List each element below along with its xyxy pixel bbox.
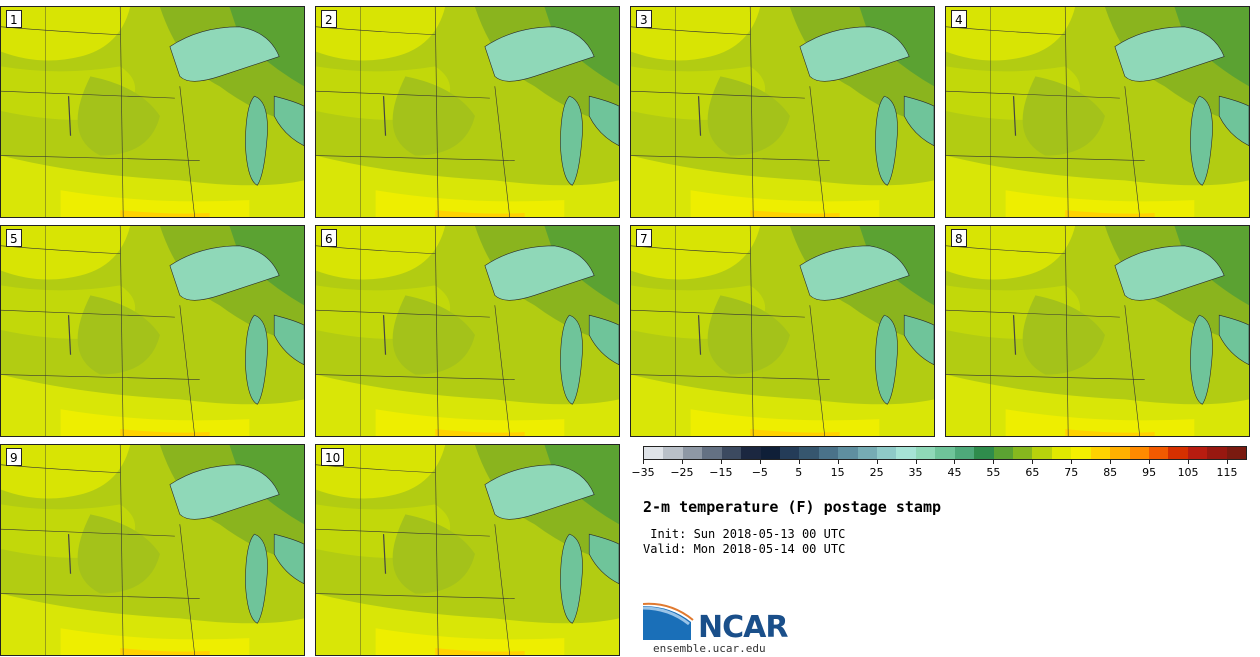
member-number-label: 6 bbox=[321, 229, 337, 247]
colorbar-segment bbox=[644, 447, 664, 459]
ncar-logo-icon bbox=[643, 602, 694, 640]
colorbar-tick bbox=[954, 460, 956, 464]
colorbar-segment bbox=[1207, 447, 1227, 459]
colorbar-tick-label: 95 bbox=[1142, 466, 1157, 479]
ensemble-member-panel: 3 bbox=[630, 6, 935, 218]
member-number-label: 10 bbox=[321, 448, 345, 466]
colorbar-tick bbox=[643, 460, 644, 464]
colorbar-segment bbox=[838, 447, 858, 459]
ensemble-member-panel: 6 bbox=[315, 225, 620, 437]
valid-time: Valid: Mon 2018-05-14 00 UTC bbox=[643, 542, 846, 556]
colorbar-segment bbox=[1051, 447, 1072, 459]
colorbar-tick bbox=[1071, 460, 1073, 464]
colorbar-segment bbox=[857, 447, 878, 459]
site-url: ensemble.ucar.edu bbox=[653, 642, 766, 655]
colorbar-segment bbox=[993, 447, 1014, 459]
colorbar-segment bbox=[1071, 447, 1091, 459]
ensemble-member-panel: 2 bbox=[315, 6, 620, 218]
chart-title: 2-m temperature (F) postage stamp bbox=[643, 498, 942, 516]
colorbar-segment bbox=[721, 447, 742, 459]
member-number-label: 1 bbox=[6, 10, 22, 28]
colorbar-tick-label: 105 bbox=[1177, 466, 1199, 479]
ensemble-member-panel: 10 bbox=[315, 444, 620, 656]
ensemble-member-panel: 7 bbox=[630, 225, 935, 437]
colorbar-tick bbox=[1032, 460, 1034, 464]
colorbar-segment bbox=[779, 447, 800, 459]
colorbar-segment bbox=[1129, 447, 1149, 459]
member-number-label: 8 bbox=[951, 229, 967, 247]
colorbar-segment bbox=[799, 447, 819, 459]
colorbar-segment bbox=[1032, 447, 1052, 459]
colorbar-tick-label: 45 bbox=[947, 466, 962, 479]
colorbar-tick bbox=[1227, 460, 1228, 464]
colorbar-tick bbox=[915, 460, 917, 464]
colorbar-segment bbox=[915, 447, 936, 459]
colorbar-segment bbox=[663, 447, 683, 459]
colorbar-tick-label: 85 bbox=[1103, 466, 1118, 479]
member-number-label: 7 bbox=[636, 229, 652, 247]
colorbar-segment bbox=[818, 447, 839, 459]
temperature-colorbar bbox=[643, 446, 1247, 460]
colorbar-tick-label: 25 bbox=[869, 466, 884, 479]
colorbar-tick-label: −5 bbox=[751, 466, 768, 479]
member-number-label: 9 bbox=[6, 448, 22, 466]
colorbar-segment bbox=[1187, 447, 1208, 459]
init-time: Init: Sun 2018-05-13 00 UTC bbox=[643, 527, 846, 541]
colorbar-tick bbox=[681, 460, 683, 464]
colorbar-segment bbox=[1226, 447, 1247, 459]
colorbar-tick bbox=[1188, 460, 1190, 464]
member-number-label: 3 bbox=[636, 10, 652, 28]
colorbar-tick-label: 35 bbox=[908, 466, 923, 479]
colorbar-tick bbox=[837, 460, 839, 464]
colorbar-tick bbox=[798, 460, 800, 464]
colorbar-tick-label: 115 bbox=[1216, 466, 1238, 479]
colorbar-tick-label: −25 bbox=[670, 466, 694, 479]
colorbar-tick-label: 55 bbox=[986, 466, 1001, 479]
colorbar-segment bbox=[1148, 447, 1169, 459]
colorbar-segment bbox=[935, 447, 955, 459]
colorbar-segment bbox=[954, 447, 975, 459]
colorbar-tick bbox=[720, 460, 722, 464]
colorbar-tick-label: 5 bbox=[795, 466, 803, 479]
colorbar-segment bbox=[682, 447, 703, 459]
colorbar-tick-label: −35 bbox=[631, 466, 655, 479]
colorbar-segment bbox=[760, 447, 780, 459]
member-number-label: 5 bbox=[6, 229, 22, 247]
colorbar-segment bbox=[877, 447, 897, 459]
colorbar-tick bbox=[993, 460, 995, 464]
colorbar-tick-label: 65 bbox=[1025, 466, 1040, 479]
member-number-label: 4 bbox=[951, 10, 967, 28]
colorbar-tick bbox=[1149, 460, 1151, 464]
logo-wordmark: NCAR bbox=[698, 610, 788, 645]
member-number-label: 2 bbox=[321, 10, 337, 28]
colorbar-tick-label: 75 bbox=[1064, 466, 1079, 479]
ensemble-member-panel: 8 bbox=[945, 225, 1250, 437]
colorbar-segment bbox=[1168, 447, 1188, 459]
ensemble-member-panel: 1 bbox=[0, 6, 305, 218]
colorbar-segment bbox=[1013, 447, 1033, 459]
ensemble-member-panel: 9 bbox=[0, 444, 305, 656]
colorbar-segment bbox=[702, 447, 722, 459]
ensemble-member-panel: 5 bbox=[0, 225, 305, 437]
ensemble-member-panel: 4 bbox=[945, 6, 1250, 218]
colorbar-tick-label: −15 bbox=[709, 466, 733, 479]
colorbar-segment bbox=[1090, 447, 1111, 459]
colorbar-segment bbox=[896, 447, 916, 459]
colorbar-segment bbox=[1110, 447, 1130, 459]
colorbar-tick bbox=[759, 460, 761, 464]
colorbar-segment bbox=[974, 447, 994, 459]
colorbar-tick bbox=[1110, 460, 1112, 464]
colorbar-ticks: −35 −25 −15 −5 5 15 25 35 45 55 65 75 85 95 105 115 bbox=[631, 460, 1247, 482]
colorbar-tick bbox=[876, 460, 878, 464]
colorbar-tick-label: 15 bbox=[830, 466, 845, 479]
colorbar-segment bbox=[741, 447, 761, 459]
